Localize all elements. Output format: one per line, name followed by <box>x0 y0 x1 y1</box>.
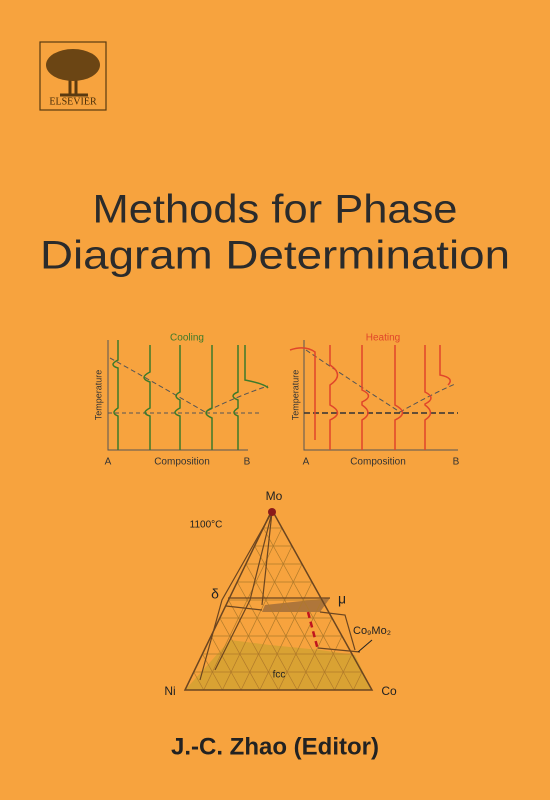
logo-frame <box>39 41 107 111</box>
curve <box>232 345 239 450</box>
phase-boundary <box>225 597 361 653</box>
curve <box>143 345 151 450</box>
logo-text: ELSEVIER <box>49 96 97 107</box>
phase-label: fcc <box>273 670 286 681</box>
y-axis-label: Temperature <box>290 370 300 421</box>
logo: ELSEVIER <box>39 41 107 111</box>
title-line: Methods for Phase <box>93 188 458 232</box>
cooling-figure: Cooling Temperature A Composition B <box>93 333 269 468</box>
node <box>268 508 276 516</box>
axis-end-label: B <box>453 457 460 468</box>
fcc-region <box>185 640 372 690</box>
pointer <box>357 639 373 653</box>
axes <box>107 340 248 451</box>
axis-end-label: B <box>244 457 251 468</box>
heating-figure: Heating Temperature A Composition B <box>289 333 460 468</box>
curve <box>439 345 451 386</box>
liquidus <box>109 357 269 413</box>
curve <box>112 340 119 450</box>
triangle-grid-line <box>228 599 279 691</box>
x-axis-label: Composition <box>154 457 210 468</box>
y-axis-label: Temperature <box>93 370 103 421</box>
liquidus <box>305 349 456 413</box>
phase-label: μ <box>338 591 346 607</box>
curve <box>244 345 269 389</box>
vertex-label: Co <box>381 684 397 698</box>
curve <box>289 347 316 440</box>
axis-end-label: A <box>105 457 112 468</box>
vertex-label: Mo <box>266 489 283 503</box>
axes <box>303 340 458 451</box>
ternary-figure: Mo 1100°C δ μ Co₉Mo₂ fcc Ni Co <box>164 489 397 698</box>
mu-region <box>262 598 330 612</box>
logo-tree-crown <box>46 49 100 81</box>
author: J.-C. Zhao (Editor) <box>171 733 379 760</box>
curve <box>394 345 404 450</box>
triangle-grid-line <box>262 527 354 691</box>
phase-label: Co₉Mo₂ <box>353 625 391 637</box>
triangle-grid-line <box>222 545 293 691</box>
figure-label: Heating <box>366 333 400 344</box>
curve <box>329 345 339 450</box>
phase-label: δ <box>211 586 219 602</box>
x-axis-label: Composition <box>350 457 406 468</box>
curve <box>424 345 432 450</box>
figure-label: Cooling <box>170 333 204 344</box>
title-line: Diagram Determination <box>40 234 510 278</box>
dashed-boundary <box>306 611 320 651</box>
vertex-label: Ni <box>164 684 175 698</box>
axis-end-label: A <box>303 457 310 468</box>
triangle <box>183 508 374 691</box>
triangle-grid-line <box>352 671 363 691</box>
triangle-grid-line <box>315 635 343 691</box>
temperature-label: 1100°C <box>190 520 223 531</box>
triangle-grid-line <box>203 527 283 691</box>
triangle-grid-line <box>210 635 242 691</box>
triangle-grid-line <box>245 563 317 691</box>
triangle-grid-line <box>240 563 303 691</box>
curve <box>205 345 213 450</box>
curve <box>174 345 181 450</box>
phase-boundary <box>199 511 273 681</box>
triangle-grid-line <box>193 671 205 691</box>
curve <box>361 345 370 450</box>
triangle-grid-line <box>278 599 323 691</box>
